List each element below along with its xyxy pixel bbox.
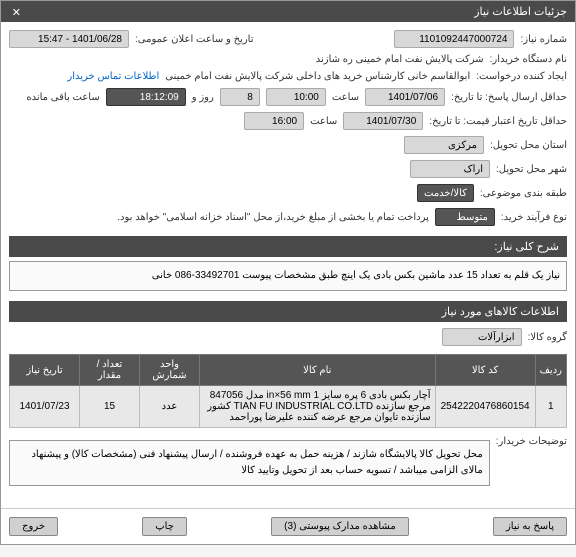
date-field: 1401/06/28 - 15:47	[9, 30, 129, 48]
desc-section-title: شرح کلی نیاز:	[9, 236, 567, 257]
footer-bar: پاسخ به نیاز مشاهده مدارک پیوستی (3) چاپ…	[1, 508, 575, 544]
cell-idx: 1	[535, 386, 566, 428]
deadline-time-field: 10:00	[266, 88, 326, 106]
service-tag: کالا/خدمت	[417, 184, 474, 202]
deadline-date-field: 1401/07/06	[365, 88, 445, 106]
group-field: ابزارآلات	[442, 328, 522, 346]
table-header-row: ردیف کد کالا نام کالا واحد شمارش تعداد /…	[10, 355, 567, 386]
desc-text: نیاز یک قلم به تعداد 15 عدد ماشین بکس با…	[9, 261, 567, 291]
panel-header: جزئیات اطلاعات نیاز ✕	[1, 1, 575, 22]
respond-button[interactable]: پاسخ به نیاز	[493, 517, 567, 536]
deadline-label: حداقل ارسال پاسخ: تا تاریخ:	[451, 92, 567, 103]
validity-time-field: 16:00	[244, 112, 304, 130]
cell-name: آچار بکس بادی 6 پره سایز in×56 mm 1 مدل …	[200, 386, 436, 428]
table-row: 1 2542220476860154 آچار بکس بادی 6 پره س…	[10, 386, 567, 428]
col-date: تاریخ نیاز	[10, 355, 80, 386]
col-row: ردیف	[535, 355, 566, 386]
day-count-field: 8	[220, 88, 260, 106]
cell-code: 2542220476860154	[435, 386, 535, 428]
buyer-label: نام دستگاه خریدار:	[490, 54, 567, 65]
purchase-type-field: متوسط	[435, 208, 495, 226]
col-code: کد کالا	[435, 355, 535, 386]
payment-note: پرداخت تمام یا بخشی از مبلغ خرید،از محل …	[117, 212, 429, 223]
province-label: استان محل تحویل:	[490, 140, 567, 151]
remaining-label: ساعت باقی مانده	[26, 92, 99, 103]
date-label: تاریخ و ساعت اعلان عمومی:	[135, 34, 254, 45]
buyer-notes-label: توضیحات خریدار:	[496, 436, 567, 447]
purchase-type-label: نوع فرآیند خرید:	[501, 212, 567, 223]
service-label: طبقه بندی موضوعی:	[480, 188, 567, 199]
group-label: گروه کالا:	[528, 332, 567, 343]
validity-label: حداقل تاریخ اعتبار قیمت: تا تاریخ:	[429, 116, 567, 127]
cell-qty: 15	[80, 386, 140, 428]
saat-label-1: ساعت	[332, 92, 359, 103]
close-icon[interactable]: ✕	[9, 6, 21, 18]
province-field: مرکزی	[404, 136, 484, 154]
cell-unit: عدد	[140, 386, 200, 428]
goods-table: ردیف کد کالا نام کالا واحد شمارش تعداد /…	[9, 354, 567, 428]
main-panel: جزئیات اطلاعات نیاز ✕ شماره نیاز: 110109…	[0, 0, 576, 545]
saat-label-2: ساعت	[310, 116, 337, 127]
buyer-value: شرکت پالایش نفت امام خمینی ره شازند	[316, 54, 484, 65]
col-qty: تعداد / مقدار	[80, 355, 140, 386]
col-unit: واحد شمارش	[140, 355, 200, 386]
docs-button[interactable]: مشاهده مدارک پیوستی (3)	[271, 517, 409, 536]
city-field: اراک	[410, 160, 490, 178]
need-number-field: 1101092447000724	[394, 30, 514, 48]
creator-label: ایجاد کننده درخواست:	[476, 71, 567, 82]
creator-value: ابوالقاسم خانی کارشناس خرید های داخلی شر…	[165, 71, 470, 82]
goods-section-title: اطلاعات کالاهای مورد نیاز	[9, 301, 567, 322]
need-number-label: شماره نیاز:	[520, 34, 567, 45]
buyer-notes-text: محل تحویل کالا پالایشگاه شازند / هزینه ح…	[9, 440, 490, 486]
validity-date-field: 1401/07/30	[343, 112, 423, 130]
remaining-time-field: 18:12:09	[106, 88, 186, 106]
contact-link[interactable]: اطلاعات تماس خریدار	[67, 71, 159, 82]
rooz-label: روز و	[192, 92, 214, 103]
form-content: شماره نیاز: 1101092447000724 تاریخ و ساع…	[1, 22, 575, 500]
print-button[interactable]: چاپ	[142, 517, 187, 536]
cell-date: 1401/07/23	[10, 386, 80, 428]
city-label: شهر محل تحویل:	[496, 164, 567, 175]
col-name: نام کالا	[200, 355, 436, 386]
panel-title: جزئیات اطلاعات نیاز	[474, 5, 567, 18]
exit-button[interactable]: خروج	[9, 517, 58, 536]
